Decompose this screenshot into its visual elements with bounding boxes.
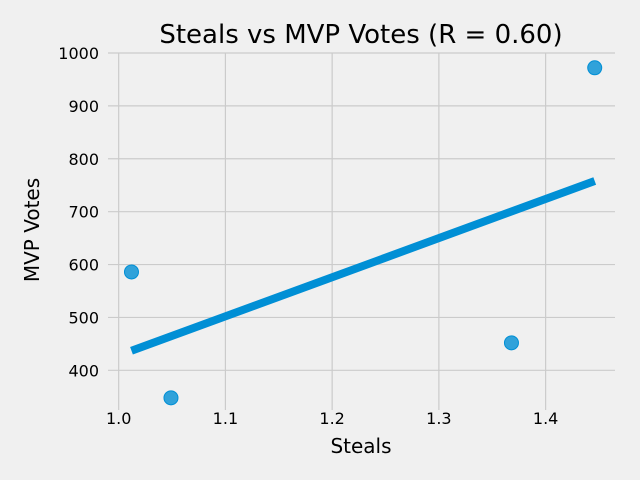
y-axis-label: MVP Votes	[20, 178, 44, 282]
y-tick-label: 700	[68, 203, 99, 222]
fit-line-group	[130, 177, 597, 355]
chart-title: Steals vs MVP Votes (R = 0.60)	[159, 20, 562, 50]
regression-line	[130, 177, 597, 355]
data-point	[123, 264, 139, 280]
x-tick-label: 1.4	[533, 409, 558, 428]
y-tick-label: 900	[68, 97, 99, 116]
x-tick-label: 1.3	[426, 409, 451, 428]
y-tick-label: 1000	[58, 44, 99, 63]
data-point	[503, 335, 519, 351]
grid	[108, 52, 615, 410]
x-tick-label: 1.2	[319, 409, 344, 428]
x-axis-label: Steals	[330, 434, 391, 458]
x-tick-labels: 1.0 1.1 1.2 1.3 1.4	[106, 409, 558, 428]
x-tick-label: 1.0	[106, 409, 131, 428]
y-tick-label: 800	[68, 150, 99, 169]
y-tick-label: 400	[68, 361, 99, 380]
data-point	[163, 390, 179, 406]
y-tick-label: 600	[68, 256, 99, 275]
y-tick-label: 500	[68, 308, 99, 327]
y-tick-labels: 400 500 600 700 800 900 1000	[58, 44, 99, 380]
data-point	[587, 60, 603, 76]
data-points	[123, 60, 603, 406]
x-tick-label: 1.1	[213, 409, 238, 428]
